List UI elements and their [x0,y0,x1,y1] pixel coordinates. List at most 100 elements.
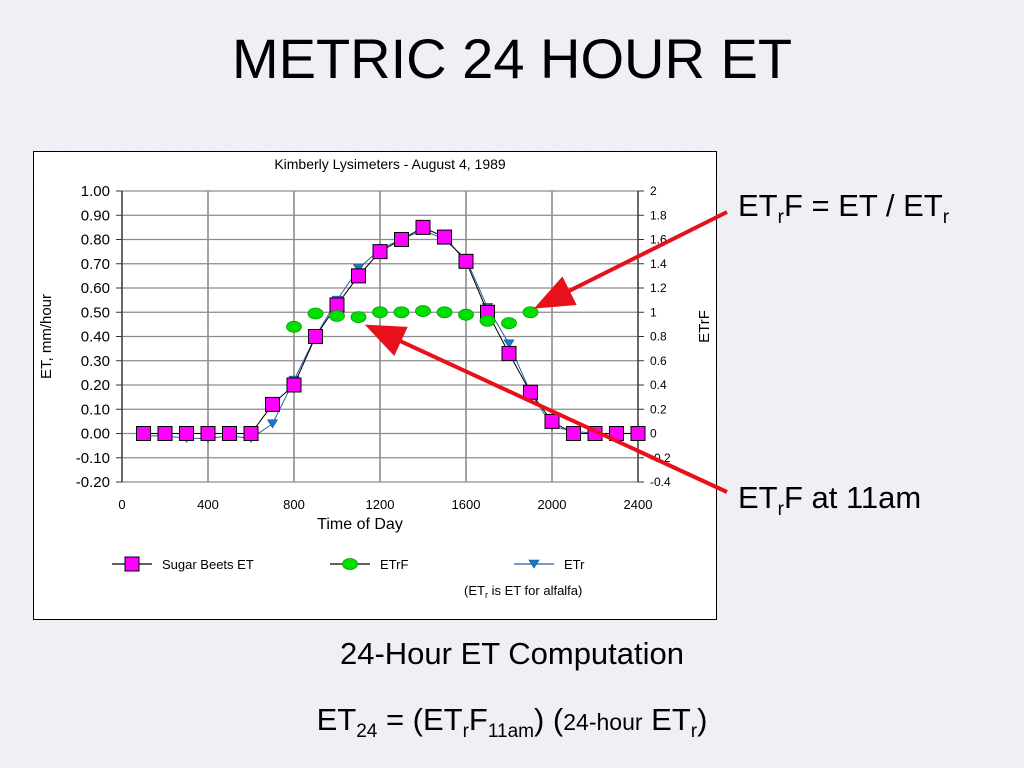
data-point-circle [501,317,517,330]
data-point-square [609,426,624,441]
y2-tick-label: 1.6 [650,233,667,247]
y-tick-label: 0.40 [81,329,110,346]
data-point-square [415,219,431,235]
legend-marker [342,558,358,570]
data-point-square [222,426,237,441]
data-point-square [265,396,280,412]
y-tick-label: 0.70 [81,256,110,273]
legend-note-sub: r [485,590,488,600]
x-tick-label: 400 [197,497,219,512]
data-point-square [501,345,517,361]
x-axis-label: Time of Day [317,516,403,533]
data-point-square [329,297,345,313]
etrf-def-sub: r [777,207,784,229]
data-point-square [437,229,452,245]
etrf-11am-label: ETrF at 11am [738,480,921,521]
formula-sub: r [462,721,469,743]
data-point-triangle [266,419,279,429]
data-point-circle [415,305,431,317]
data-point-square [351,268,366,284]
data-point-circle [458,308,474,321]
chart-panel: Kimberly Lysimeters - August 4, 1989 0 400… [33,151,717,620]
data-point-square [243,426,259,441]
y-tick-label: -0.10 [76,450,110,467]
data-point-square [544,413,560,429]
etrf-definition: ETrF = ET / ETr [738,188,949,229]
y-tick-label: 0.30 [81,353,110,370]
etrf-11am-part: F at 11am [783,480,922,515]
lysimeter-chart: Kimberly Lysimeters - August 4, 1989 0 400… [38,156,713,600]
data-point-square [630,426,646,441]
y2-tick-label: 0 [650,427,657,441]
formula-part: = (ET [377,702,463,737]
data-point-circle [307,307,324,320]
data-point-circle [393,306,410,319]
data-point-square [372,244,388,260]
legend-label: Sugar Beets ET [162,557,254,572]
chart-title: Kimberly Lysimeters - August 4, 1989 [274,156,506,172]
formula-sub: 24 [356,721,378,743]
data-point-square [308,329,323,344]
data-point-square [587,426,603,441]
y2-tick-label: 0.8 [650,330,667,344]
y-tick-label: 0.60 [81,280,110,297]
data-point-circle [286,320,302,333]
y2-tick-label: -0.2 [650,451,671,465]
data-point-square [566,426,581,441]
data-point-circle [329,309,345,322]
x-tick-label: 0 [118,497,125,512]
legend-label: ETrF [380,557,408,572]
data-point-square [179,426,194,441]
y-tick-label: 0.50 [81,304,110,321]
legend-label: ETr [564,557,585,572]
x-tick-label: 800 [283,497,305,512]
x-tick-label: 1200 [366,497,395,512]
slide-title: METRIC 24 HOUR ET [231,27,793,90]
y2-axis-label: ETrF [696,310,713,343]
x-tick-label: 1600 [452,497,481,512]
y2-tick-label: 1.4 [650,257,667,271]
y-tick-label: -0.20 [76,474,110,491]
y2-tick-label: 1.2 [650,281,667,295]
data-point-square [200,426,216,441]
y-tick-label: 0.90 [81,207,110,224]
y2-tick-label: 2 [650,184,657,198]
data-point-circle [479,314,496,327]
data-point-square [523,384,538,400]
formula-part: F [468,702,488,737]
y-tick-label: 1.00 [81,183,110,200]
formula-sub: r [690,721,698,743]
formula-part: 24-hour [563,709,643,735]
y-tick-label: 0.80 [81,232,110,249]
data-point-square [394,232,409,247]
y2-tick-label: 1.8 [650,208,667,222]
legend-marker [528,559,540,569]
formula-part: ET [642,702,691,737]
x-tick-label: 2000 [538,497,567,512]
y-tick-label: 0.00 [81,426,110,443]
formula-part: ET [316,702,357,737]
etrf-def-sub: r [942,207,950,229]
legend-note: (ETr is ET for alfalfa) [464,583,582,600]
etrf-def-part: ET [738,188,778,223]
data-point-square [136,426,151,441]
etrf-11am-part: ET [738,480,778,515]
etrf-def-part: F = ET / ET [783,188,943,223]
formula-part: ) ( [533,702,564,737]
data-point-square [286,377,302,393]
data-point-circle [436,306,453,319]
legend-note-part: is ET for alfalfa) [488,583,582,598]
y2-tick-label: 1 [650,305,657,319]
formula-part: ) [697,702,708,737]
etrf-11am-sub: r [777,499,784,521]
y2-tick-label: 0.2 [650,402,667,416]
data-point-circle [522,306,539,319]
formula-sub: 11am [487,721,534,743]
x-tick-label: 2400 [624,497,653,512]
et24-formula: ET24 = (ETrF11am) (24-hour ETr) [0,702,1024,743]
computation-caption: 24-Hour ET Computation [339,636,685,671]
legend-marker [124,556,140,572]
data-point-square [458,253,474,269]
data-point-circle [372,306,388,319]
y2-tick-label: 0.4 [650,378,667,392]
